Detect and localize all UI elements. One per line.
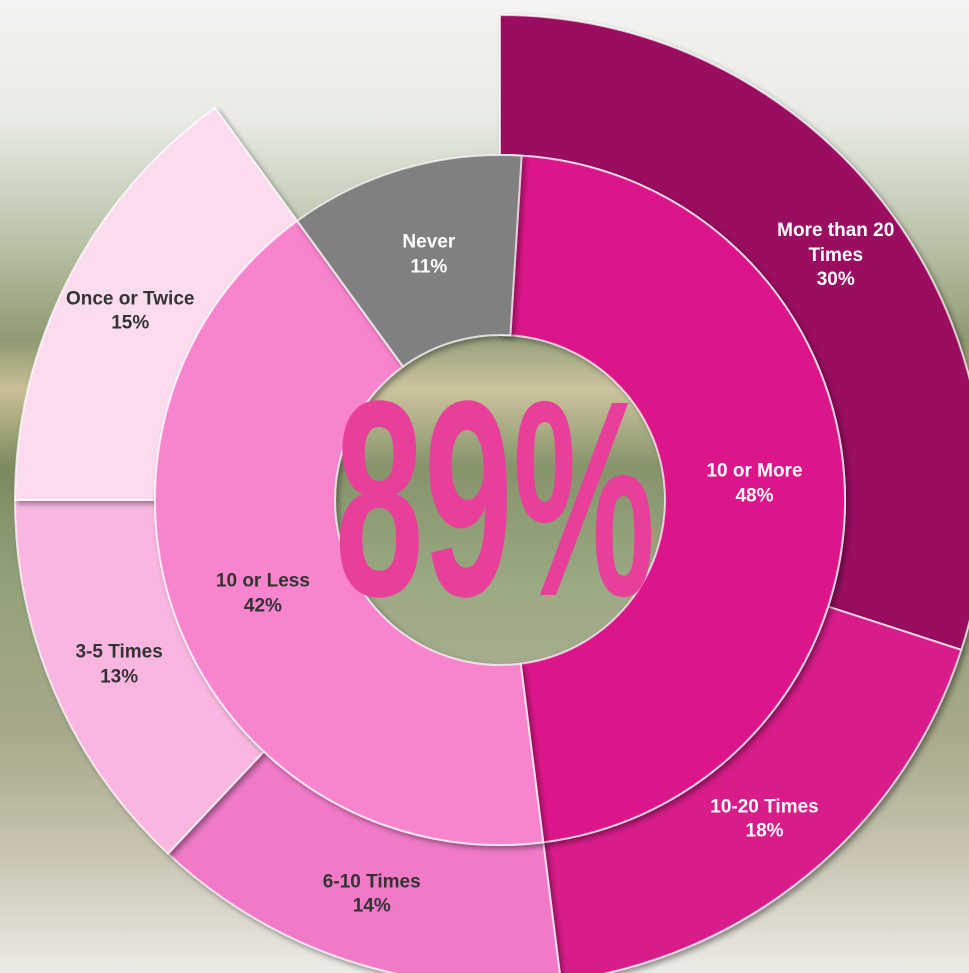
page: 89% More than 20 Times30% 10-20 Times18% 6… xyxy=(0,0,969,973)
value-label: 15% xyxy=(65,312,195,337)
category-name: Once or Twice xyxy=(65,287,195,312)
value-label: 11% xyxy=(354,255,504,280)
value-label: 18% xyxy=(700,820,830,845)
category-name: 10 or Less xyxy=(188,569,338,594)
value-label: 30% xyxy=(771,268,901,293)
center-label: 89% xyxy=(335,344,656,656)
value-label: 14% xyxy=(307,895,437,920)
value-label: 13% xyxy=(54,665,184,690)
category-name: Never xyxy=(354,230,504,255)
category-name: 10-20 Times xyxy=(700,795,830,820)
category-name: 10 or More xyxy=(679,459,829,484)
category-name: 6-10 Times xyxy=(307,870,437,895)
category-name: 3-5 Times xyxy=(54,640,184,665)
value-label: 42% xyxy=(188,594,338,619)
category-name: More than 20 Times xyxy=(771,219,901,268)
value-label: 48% xyxy=(679,484,829,509)
